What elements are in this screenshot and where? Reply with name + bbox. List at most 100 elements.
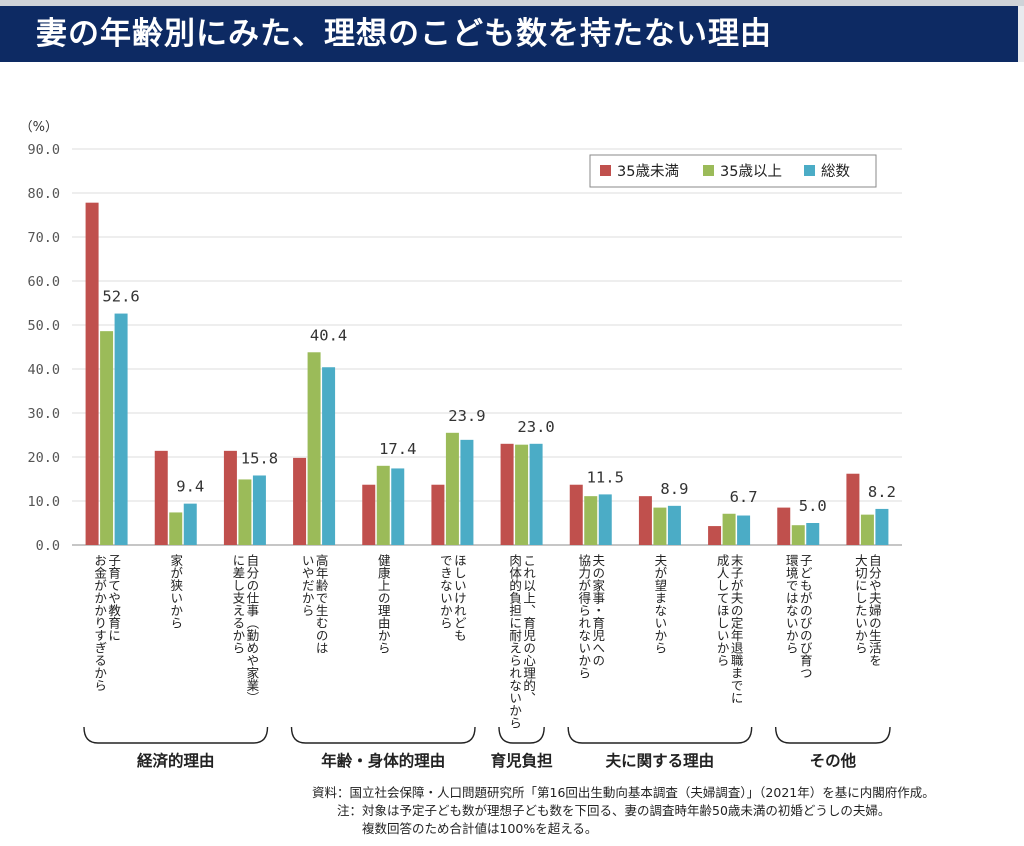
bar-2 [722,513,736,545]
category-label: 協力が得られないから [576,553,591,679]
bar-1 [85,202,99,545]
legend-label: 総数 [821,163,850,180]
data-label: 17.4 [379,440,416,458]
bar-2 [584,496,598,545]
bar-1 [154,450,168,545]
bar-2 [653,507,667,545]
y-tick-label: 50.0 [27,318,60,334]
bar-3 [806,523,820,545]
category-label: 自分や夫婦の生活を [867,554,882,667]
bar-3 [322,367,336,545]
group-label: 経済的理由 [137,751,215,770]
bar-1 [777,507,791,545]
bar-1 [846,473,860,545]
y-tick-label: 90.0 [27,142,60,158]
legend-label: 35歳未満 [617,163,679,180]
category-label: 子どもがのびのび育つ [798,554,813,679]
group-brace [290,726,476,744]
category-label: 子育てや教育に [106,554,121,642]
y-tick-label: 40.0 [27,362,60,378]
legend-swatch [804,165,815,176]
y-tick-label: 70.0 [27,230,60,246]
footnote-note-2: 複数回答のため合計値は100%を超える。 [312,821,598,836]
data-label: 23.9 [448,407,485,425]
data-label: 15.8 [241,449,278,467]
data-label: 8.9 [660,480,688,498]
category-label: 健康上の理由から [376,554,391,654]
bar-2 [307,352,321,545]
footnote-source: 資料：国立社会保障・人口問題研究所「第16回出生動向基本調査（夫婦調査）」（20… [312,785,935,800]
category-label: 夫が望まないから [652,554,667,654]
category-label: 大切にしたいから [853,554,868,654]
bar-3 [391,468,405,545]
category-label: 末子が夫の定年退職までに [729,554,744,704]
category-label: ほしいけれども [452,554,467,642]
group-label: 育児負担 [491,751,554,770]
bar-2 [860,514,874,545]
legend-swatch [703,165,714,176]
category-label: に差し支えるから [230,554,245,654]
group-brace [498,726,545,744]
bar-2 [169,512,183,545]
category-label: これ以上、育児の心理的、 [521,554,536,704]
bar-3 [183,503,197,545]
bar-1 [362,484,376,545]
bar-3 [114,313,128,545]
legend-swatch [600,165,611,176]
bar-3 [460,439,474,545]
legend-label: 35歳以上 [720,163,782,180]
category-label: 成人してほしいから [715,554,730,667]
bar-1 [569,484,583,545]
bar-1 [708,526,722,545]
data-label: 5.0 [799,497,827,515]
category-label: 高年齢で生むのは [314,553,329,654]
bar-2 [376,465,390,545]
bar-1 [293,457,307,545]
y-tick-label: 60.0 [27,274,60,290]
y-tick-label: 80.0 [27,186,60,202]
y-tick-label: 30.0 [27,406,60,422]
bar-2 [791,525,805,545]
category-label: 肉体的負担に耐えられないから [507,554,522,729]
data-label: 6.7 [730,488,758,506]
title-bar: 妻の年齢別にみた、理想のこども数を持たない理由 [0,6,1024,62]
y-tick-label: 10.0 [27,494,60,510]
bar-1 [500,443,514,545]
bar-3 [598,494,612,545]
bar-1 [638,496,652,545]
bar-3 [667,505,681,545]
y-unit-label: （%） [20,120,58,135]
data-label: 11.5 [587,468,624,486]
data-label: 9.4 [176,478,204,496]
data-label: 8.2 [868,483,896,501]
bar-2 [515,444,529,545]
category-label: いやだから [300,554,315,617]
category-label: 環境ではないから [784,554,799,654]
data-label: 52.6 [102,288,139,306]
group-label: その他 [810,751,857,770]
bar-3 [252,475,266,545]
bar-chart: 0.0 10.0 20.0 30.0 40.0 50.0 60.0 70.0 80.0 90.0 （… [20,120,902,770]
category-label: 夫の家事・育児への [590,554,605,667]
group-brace [83,726,269,744]
title-bar-edge [1018,6,1024,62]
bar-1 [431,484,445,545]
bar-2 [100,331,114,545]
bar-3 [737,515,751,545]
category-label: 家が狭いから [168,553,183,629]
y-tick-label: 0.0 [36,538,60,554]
data-label: 23.0 [517,418,554,436]
legend-box [589,154,877,188]
group-label: 年齢・身体的理由 [321,751,445,770]
bar-2 [238,479,252,545]
page-title: 妻の年齢別にみた、理想のこども数を持たない理由 [36,16,772,52]
group-brace [774,726,891,744]
top-strip [0,0,1024,6]
y-tick-label: 20.0 [27,450,60,466]
bar-3 [529,443,543,545]
group-label: 夫に関する理由 [606,751,715,770]
data-label: 40.4 [310,326,347,344]
category-label: 自分の仕事（勤めや家業） [244,554,259,704]
category-label: お金がかかりすぎるから [92,554,107,692]
category-label: できないから [438,554,453,629]
